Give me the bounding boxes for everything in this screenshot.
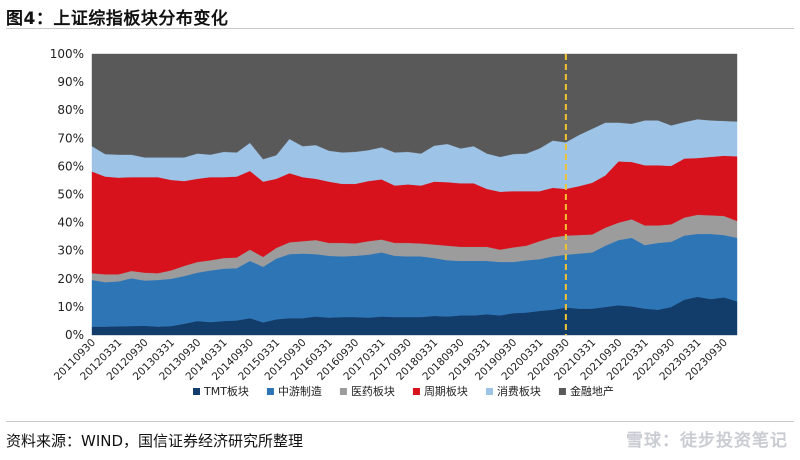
legend-label: 医药板块 — [351, 384, 395, 398]
x-axis-ticks: 2011093020120331201209302013033120130930… — [52, 337, 730, 383]
stacked-area-chart: 0% 10% 20% 30% 40% 50% 60% 70% 80% 90% 100% 201109… — [50, 47, 738, 398]
stacked-areas — [91, 53, 738, 336]
legend-item: 医药板块 — [339, 384, 395, 398]
legend-swatch — [412, 388, 420, 395]
legend-swatch — [193, 388, 200, 395]
legend-swatch — [485, 388, 493, 395]
area-series-5 — [91, 53, 738, 160]
legend-item: 中游制造 — [266, 384, 322, 398]
y-tick-label: 100% — [50, 47, 84, 61]
legend-label: 周期板块 — [424, 384, 468, 398]
legend-item: 金融地产 — [558, 384, 614, 398]
y-axis-ticks: 0% 10% 20% 30% 40% 50% 60% 70% 80% 90% 100% — [50, 47, 84, 342]
y-tick-label: 30% — [57, 244, 84, 258]
legend-label: TMT板块 — [203, 384, 249, 398]
y-tick-label: 80% — [57, 103, 84, 117]
legend-swatch — [558, 388, 566, 395]
y-tick-label: 10% — [57, 300, 84, 314]
legend-item: 消费板块 — [485, 384, 541, 398]
legend: TMT板块 中游制造 医药板块 周期板块 消费板块 金融地产 — [193, 384, 614, 398]
legend-label: 消费板块 — [497, 384, 541, 398]
legend-swatch — [266, 388, 274, 395]
y-tick-label: 60% — [57, 159, 84, 173]
y-tick-label: 0% — [65, 328, 84, 342]
legend-label: 金融地产 — [570, 384, 614, 398]
legend-item: 周期板块 — [412, 384, 468, 398]
y-tick-label: 20% — [57, 272, 84, 286]
source-note: 资料来源：WIND，国信证券经济研究所整理 — [6, 432, 304, 450]
y-tick-label: 90% — [57, 75, 84, 89]
y-tick-label: 40% — [57, 216, 84, 230]
legend-swatch — [339, 388, 347, 395]
y-tick-label: 50% — [57, 188, 84, 202]
footer-divider — [6, 421, 794, 422]
legend-label: 中游制造 — [278, 384, 322, 398]
title-divider — [6, 28, 794, 29]
watermark: 雪球：徒步投资笔记 — [626, 431, 788, 451]
legend-item: TMT板块 — [193, 384, 249, 398]
figure-title: 图4：上证综指板块分布变化 — [6, 9, 229, 29]
y-tick-label: 70% — [57, 131, 84, 145]
